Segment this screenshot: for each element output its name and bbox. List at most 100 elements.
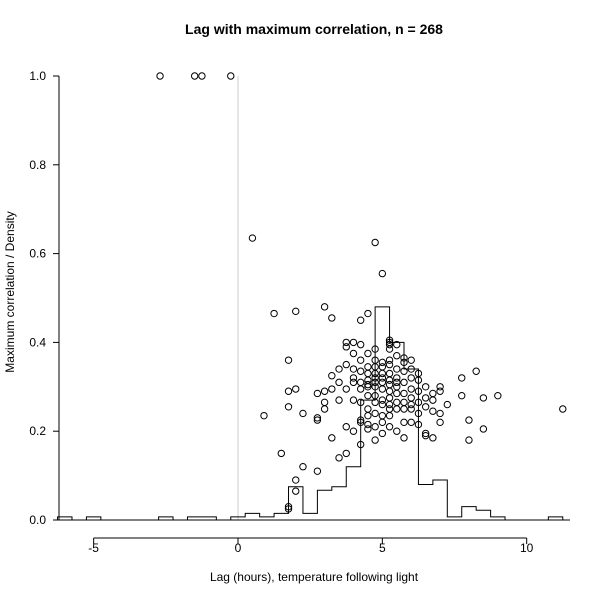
data-point — [400, 358, 408, 367]
data-point — [385, 405, 394, 413]
data-point — [313, 414, 322, 422]
data-point — [385, 340, 394, 349]
x-axis-ticks: -5 0 5 10 — [88, 537, 534, 555]
data-point — [407, 400, 415, 409]
data-point — [342, 423, 350, 431]
data-point — [393, 383, 401, 391]
data-point — [414, 420, 423, 429]
data-point — [421, 394, 430, 402]
data-point — [393, 365, 401, 373]
data-point — [436, 387, 444, 395]
data-point — [284, 505, 293, 513]
data-point — [465, 416, 473, 424]
data-point — [429, 434, 437, 442]
data-point — [400, 398, 408, 407]
data-point — [335, 396, 343, 404]
data-point — [465, 436, 473, 444]
histogram-outline — [57, 306, 564, 521]
y-tick-label: 0.8 — [29, 158, 46, 172]
data-point — [328, 385, 336, 393]
data-point — [342, 338, 350, 347]
data-point — [385, 336, 394, 344]
data-point — [356, 340, 365, 349]
data-point — [421, 431, 430, 440]
data-point — [356, 440, 365, 449]
data-point — [414, 376, 423, 384]
data-point — [356, 416, 365, 424]
data-point — [458, 391, 466, 400]
data-point — [494, 391, 502, 400]
data-point — [356, 356, 365, 364]
data-point — [393, 405, 401, 413]
data-point — [421, 383, 430, 391]
y-tick-label: 0.0 — [29, 513, 46, 527]
data-point — [421, 429, 430, 438]
data-point — [356, 385, 365, 393]
data-point — [299, 463, 307, 471]
data-point — [328, 434, 336, 442]
data-point — [328, 372, 336, 380]
data-point — [400, 367, 408, 375]
data-point — [313, 416, 322, 424]
data-point — [335, 365, 343, 373]
data-point — [349, 338, 358, 347]
y-axis-ticks: 0.0 0.2 0.4 0.6 0.8 1.0 — [29, 69, 59, 527]
data-point — [407, 418, 415, 427]
data-point — [371, 436, 379, 444]
data-point — [393, 352, 401, 360]
data-point — [393, 427, 401, 435]
data-point — [414, 409, 423, 418]
data-point — [385, 387, 394, 395]
data-point — [364, 425, 372, 433]
data-point — [385, 380, 394, 389]
data-point — [356, 418, 365, 427]
data-point — [356, 398, 365, 407]
data-point — [378, 400, 387, 409]
data-point — [378, 378, 387, 387]
data-point — [421, 403, 430, 411]
data-point — [356, 378, 365, 387]
data-point — [342, 343, 350, 351]
data-point — [364, 349, 372, 358]
data-point — [320, 405, 329, 413]
data-point — [378, 269, 387, 278]
data-point — [371, 345, 379, 353]
data-point — [371, 378, 379, 387]
data-point — [342, 385, 350, 393]
data-point — [393, 378, 401, 387]
y-axis-label: Maximum correlation / Density — [3, 211, 17, 372]
chart-title: Lag with maximum correlation, n = 268 — [185, 21, 443, 37]
data-point — [156, 72, 164, 80]
data-point — [364, 405, 372, 413]
data-point — [292, 487, 300, 495]
data-point — [335, 454, 343, 462]
data-point — [458, 374, 466, 382]
data-point — [342, 449, 350, 458]
data-point — [378, 418, 387, 427]
data-point — [400, 418, 408, 427]
data-point — [393, 389, 401, 398]
data-point — [364, 411, 372, 420]
y-tick-label: 0.2 — [29, 424, 46, 438]
data-point — [371, 374, 379, 382]
data-point — [378, 385, 387, 393]
data-point — [378, 363, 387, 371]
data-point — [284, 403, 293, 411]
data-point — [385, 369, 394, 378]
data-point — [364, 380, 372, 389]
data-point — [371, 423, 379, 431]
data-point — [407, 405, 415, 413]
data-point — [364, 363, 372, 371]
data-point — [436, 418, 444, 427]
data-point — [313, 467, 322, 475]
data-point — [407, 385, 415, 393]
data-point — [320, 398, 329, 407]
data-point — [429, 407, 437, 415]
data-point — [559, 405, 567, 413]
data-point — [407, 374, 415, 382]
y-tick-label: 1.0 — [29, 69, 46, 83]
data-point — [292, 385, 300, 393]
data-point — [443, 400, 452, 409]
x-axis-label: Lag (hours), temperature following light — [210, 570, 419, 584]
